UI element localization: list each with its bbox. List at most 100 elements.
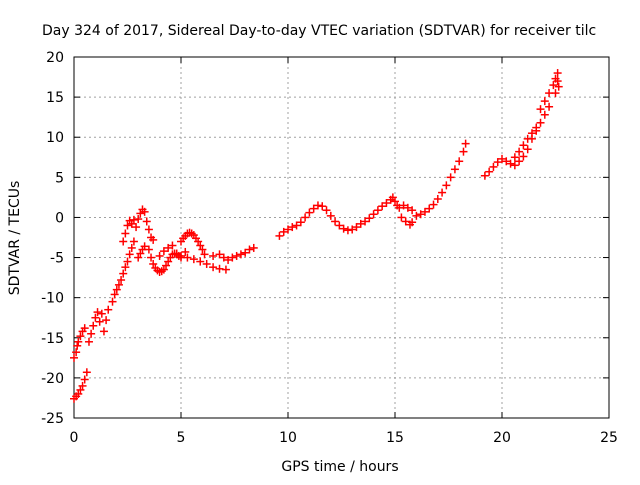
data-point [532,126,541,135]
data-point [121,229,130,238]
data-point [99,327,108,336]
data-point [72,348,81,357]
data-point [348,225,357,234]
data-point [510,161,519,170]
data-point [339,224,348,233]
data-point [382,199,391,208]
data-point [164,243,173,252]
data-point [89,321,98,330]
data-points [70,69,563,403]
x-tick-label: 0 [70,430,79,446]
data-point [78,381,87,390]
data-point [147,253,156,262]
data-point [117,276,126,285]
data-point [459,147,468,156]
data-point [446,173,455,182]
data-point [155,251,164,260]
data-point [168,241,177,250]
data-point [275,231,284,240]
data-point [378,202,387,211]
data-point [408,206,417,215]
data-point [172,249,181,258]
data-point [292,221,301,230]
data-point [485,167,494,176]
data-point [73,341,82,350]
data-point [196,257,205,266]
data-point [403,203,412,212]
data-point [149,259,158,268]
data-point [420,207,429,216]
data-point [219,253,228,262]
data-point [194,237,203,246]
data-point [123,221,132,230]
data-point [119,269,128,278]
data-point [144,225,153,234]
data-point [224,255,233,264]
data-point [80,324,89,333]
data-point [200,250,209,259]
data-point [545,102,554,111]
data-point [369,210,378,219]
x-axis-label: GPS time / hours [281,459,398,475]
data-point [215,264,224,273]
data-point [159,265,168,274]
plot-frame [73,56,610,419]
data-point [399,201,408,210]
x-tick-label: 5 [177,430,186,446]
data-point [183,253,192,262]
data-point [442,181,451,190]
data-point [313,201,322,210]
grid [74,57,609,418]
data-point [108,297,117,306]
data-point [461,139,470,148]
data-point [450,165,459,174]
x-tick-label: 25 [600,430,618,446]
data-point [361,217,370,226]
data-point [480,171,489,180]
data-point [365,214,374,223]
data-point [515,147,524,156]
y-tick-label: 15 [46,90,64,106]
data-point [119,237,128,246]
data-point [425,204,434,213]
data-point [112,285,121,294]
data-point [322,206,331,215]
data-point [104,305,113,314]
data-point [136,209,145,218]
data-point [388,193,397,202]
data-point [249,243,258,252]
data-point [129,215,138,224]
data-point [144,245,153,254]
chart-title: Day 324 of 2017, Sidereal Day-to-day VTE… [42,23,596,39]
y-axis-label: SDTVAR / TECUs [7,181,23,296]
data-point [189,255,198,264]
data-point [553,69,562,78]
data-point [140,242,149,251]
data-point [510,153,519,162]
y-tick-label: 20 [46,50,64,66]
data-point [159,247,168,256]
data-point [140,207,149,216]
data-point [519,152,528,161]
data-point [162,261,171,270]
data-point [127,219,136,228]
data-point [553,77,562,86]
data-point [87,329,96,338]
data-point [102,316,111,325]
data-point [331,217,340,226]
data-point [129,237,138,246]
data-point [412,211,421,220]
data-point [142,217,151,226]
data-point [93,308,102,317]
data-point [433,194,442,203]
data-point [149,235,158,244]
y-tick-label: -15 [41,331,64,347]
x-tick-label: 10 [279,430,297,446]
data-point [70,353,78,362]
data-point [489,162,498,171]
data-point [309,204,318,213]
data-point [125,250,134,259]
y-tick-label: -10 [41,291,64,307]
data-point [502,157,511,166]
